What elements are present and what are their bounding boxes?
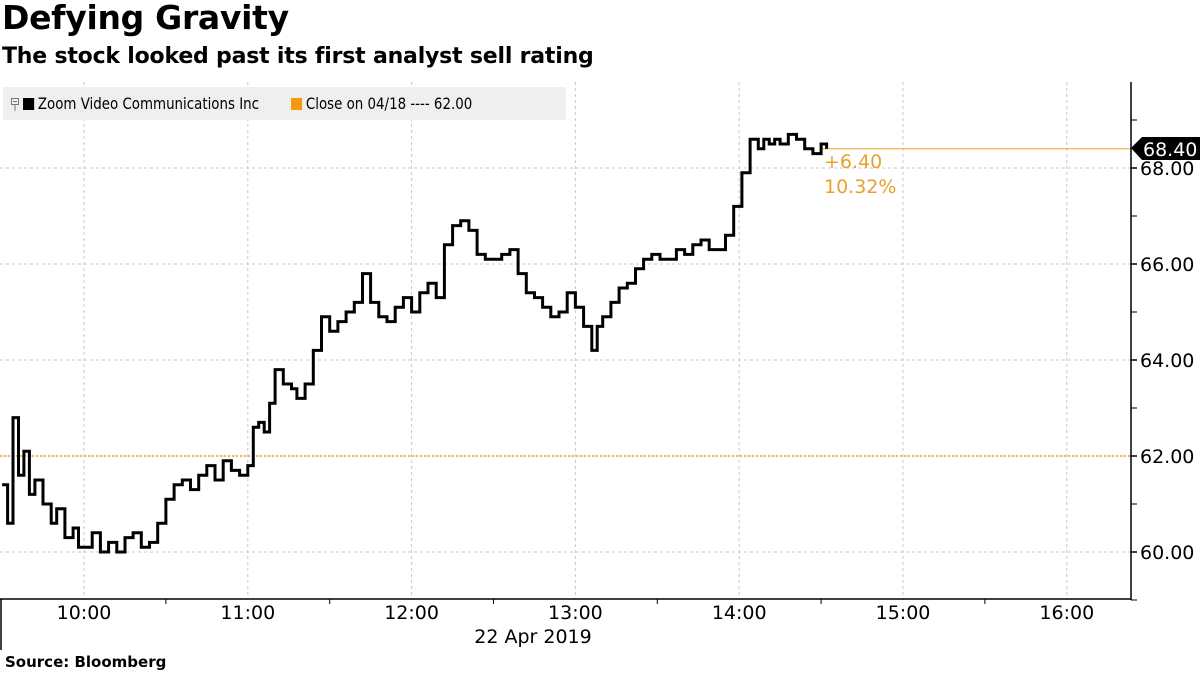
legend-item-close: Close on 04/18 ---- 62.00 — [290, 94, 472, 113]
svg-text:13:00: 13:00 — [548, 602, 603, 624]
chart-title: Defying Gravity — [2, 0, 289, 37]
chart-subtitle: The stock looked past its first analyst … — [2, 44, 594, 69]
change-pct-annotation: 10.32% — [824, 176, 896, 198]
svg-text:64.00: 64.00 — [1140, 350, 1194, 372]
source-note: Source: Bloomberg — [5, 653, 167, 671]
svg-text:16:00: 16:00 — [1039, 602, 1094, 624]
legend-toggle-icon[interactable] — [11, 97, 20, 111]
grid-lines — [0, 82, 1131, 599]
svg-text:62.00: 62.00 — [1140, 446, 1194, 468]
svg-text:66.00: 66.00 — [1140, 254, 1194, 276]
axes — [0, 82, 1132, 650]
legend-swatch-black-icon — [23, 97, 35, 110]
price-line — [2, 132, 829, 554]
svg-text:11:00: 11:00 — [220, 602, 275, 624]
legend-label-zoom: Zoom Video Communications Inc — [37, 94, 259, 113]
legend-item-zoom: Zoom Video Communications Inc — [23, 94, 259, 113]
change-annotation: +6.40 — [824, 151, 882, 173]
svg-text:10:00: 10:00 — [57, 602, 112, 624]
legend-label-close: Close on 04/18 ---- 62.00 — [305, 94, 472, 113]
svg-text:12:00: 12:00 — [384, 602, 439, 624]
last-price-value: 68.40 — [1143, 139, 1197, 161]
y-axis-ticks: 60.00 62.00 64.00 66.00 68.00 — [1131, 119, 1194, 601]
x-axis-ticks: 10:00 11:00 12:00 13:00 14:00 15:00 16:00 — [57, 599, 1094, 624]
svg-text:60.00: 60.00 — [1140, 542, 1194, 564]
legend-swatch-orange-icon — [290, 97, 302, 110]
legend: Zoom Video Communications Inc Close on 0… — [3, 87, 566, 120]
svg-text:14:00: 14:00 — [712, 602, 767, 624]
x-axis-date-label: 22 Apr 2019 — [474, 626, 591, 648]
svg-text:15:00: 15:00 — [876, 602, 931, 624]
last-price-badge: 68.40 — [1131, 137, 1200, 161]
svg-text:68.00: 68.00 — [1140, 158, 1194, 180]
